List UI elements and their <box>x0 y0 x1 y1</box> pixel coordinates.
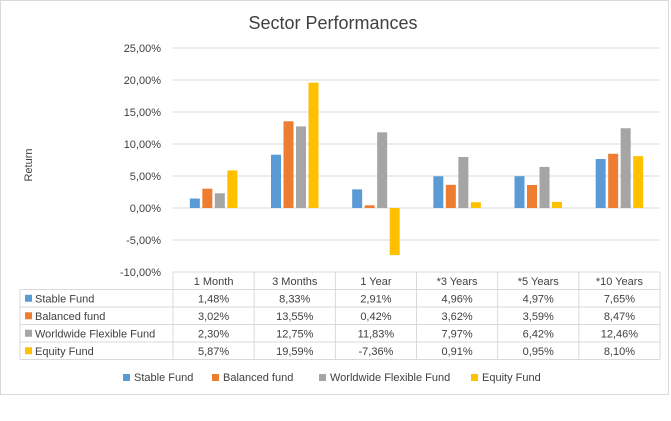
table-legend-key <box>25 294 32 302</box>
series-name: Stable Fund <box>35 293 94 305</box>
category-label: *10 Years <box>596 276 644 288</box>
bar <box>389 208 400 256</box>
bar <box>296 126 306 208</box>
bar <box>364 205 375 208</box>
table-cell-value: 2,30% <box>198 328 229 340</box>
series-name: Balanced fund <box>35 311 105 323</box>
chart-title: Sector Performances <box>248 13 417 33</box>
table-cell-value: 0,42% <box>360 311 391 323</box>
series-name: Equity Fund <box>35 346 94 358</box>
legend: Stable Fund Balanced fund Worldwide Flexib… <box>123 372 541 384</box>
bar <box>470 202 481 208</box>
table-cell-value: 2,91% <box>360 293 391 305</box>
bar <box>620 128 631 208</box>
bar <box>608 153 619 208</box>
table-cell-value: 8,47% <box>604 311 635 323</box>
table-cell-value: 11,83% <box>358 328 395 340</box>
table-cell-value: 7,65% <box>604 293 635 305</box>
y-tick-label: -5,00% <box>126 235 161 247</box>
table-cell-value: 7,97% <box>441 328 472 340</box>
table-cell-value: -7,36% <box>358 346 393 358</box>
bar-series <box>189 82 644 256</box>
y-axis-label: Return <box>23 148 35 181</box>
y-tick-label: 20,00% <box>124 75 162 87</box>
table-cell-value: 19,59% <box>276 346 314 358</box>
bar <box>283 121 294 208</box>
table-legend-key <box>25 312 32 320</box>
legend-swatch <box>123 374 130 381</box>
chart-frame <box>0 0 669 395</box>
table-cell-value: 3,62% <box>441 311 472 323</box>
bar <box>271 154 281 208</box>
y-tick-label: 15,00% <box>124 107 162 119</box>
table-cell-value: 5,87% <box>198 346 229 358</box>
legend-entry: Stable Fund <box>134 372 193 384</box>
bar <box>514 176 525 208</box>
bar <box>433 176 444 208</box>
legend-entry: Equity Fund <box>482 372 541 384</box>
y-tick-label: 10,00% <box>124 139 162 151</box>
bar <box>377 132 388 208</box>
table-cell-value: 0,95% <box>523 346 554 358</box>
series-name: Worldwide Flexible Fund <box>35 328 155 340</box>
table-cell-value: 12,75% <box>276 328 314 340</box>
bar <box>214 193 225 208</box>
table-cell-value: 8,33% <box>279 293 310 305</box>
category-label: 1 Month <box>194 276 234 288</box>
category-label: 1 Year <box>360 276 392 288</box>
table-cell-value: 3,59% <box>523 311 554 323</box>
table-cell-value: 1,48% <box>198 293 229 305</box>
bar <box>445 184 456 208</box>
table-cell-value: 4,97% <box>523 293 554 305</box>
legend-entry: Balanced fund <box>223 372 293 384</box>
legend-entry: Worldwide Flexible Fund <box>330 372 450 384</box>
table-cell-value: 3,02% <box>198 311 229 323</box>
bar <box>458 156 469 208</box>
bar <box>189 198 200 208</box>
bar <box>539 166 550 208</box>
bar <box>352 189 363 208</box>
bar <box>308 82 319 208</box>
table-legend-key <box>25 347 32 355</box>
bar <box>552 201 562 208</box>
table-cell-value: 0,91% <box>441 346 472 358</box>
bar <box>527 185 537 208</box>
bar <box>202 188 213 208</box>
table-cell-value: 12,46% <box>601 328 639 340</box>
bar <box>595 159 606 208</box>
table-cell-value: 8,10% <box>604 346 635 358</box>
category-label: *5 Years <box>518 276 559 288</box>
legend-swatch <box>212 374 219 381</box>
y-tick-label: 25,00% <box>124 43 162 55</box>
category-label: *3 Years <box>437 276 478 288</box>
legend-swatch <box>471 374 478 381</box>
legend-swatch <box>319 374 326 381</box>
category-label: 3 Months <box>272 276 318 288</box>
y-tick-label: 5,00% <box>130 171 161 183</box>
gridlines <box>173 47 660 241</box>
table-legend-key <box>25 329 32 337</box>
table-cell-value: 4,96% <box>441 293 472 305</box>
y-axis-ticks: 25,00% 20,00% 15,00% 10,00% 5,00% 0,00% -5,00%… <box>120 43 161 279</box>
y-tick-label: -10,00% <box>120 267 161 279</box>
bar <box>227 170 238 208</box>
y-tick-label: 0,00% <box>130 203 161 215</box>
data-table: 1 Month 3 Months 1 Year *3 Years *5 Years *10… <box>19 271 661 360</box>
table-cell-value: 6,42% <box>523 328 554 340</box>
bar <box>633 156 644 208</box>
table-cell-value: 13,55% <box>276 311 314 323</box>
